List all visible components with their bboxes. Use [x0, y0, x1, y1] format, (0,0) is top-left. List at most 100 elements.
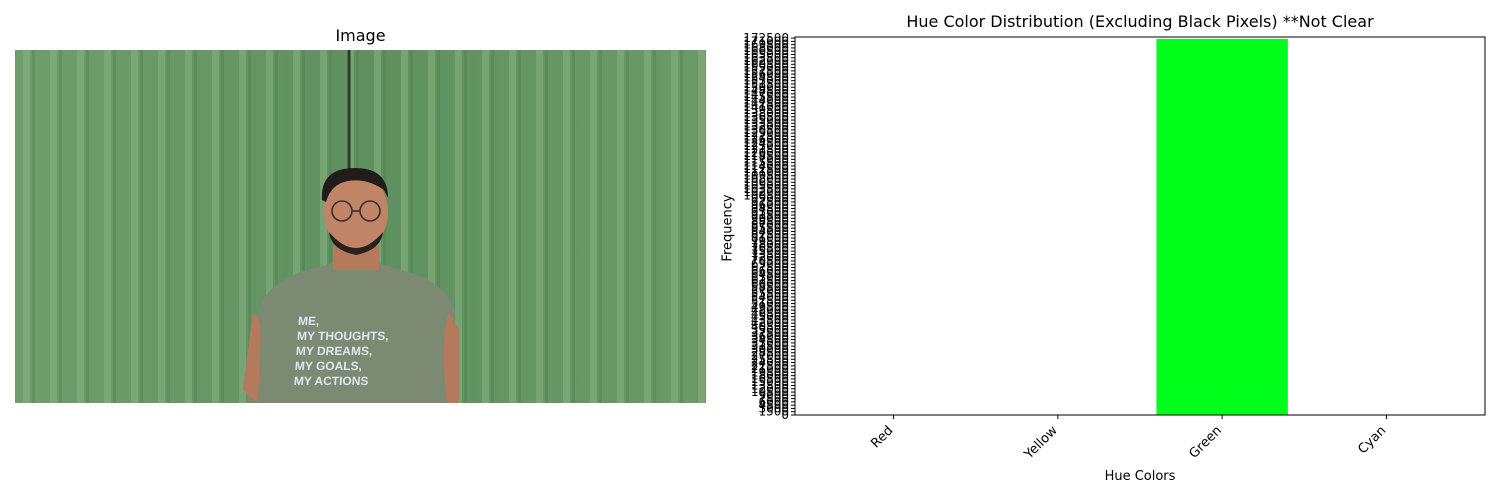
y-tick-label: 78000	[751, 238, 789, 252]
y-tick-label: 130500	[743, 123, 789, 137]
y-tick-label: 141000	[743, 100, 789, 114]
shirt-text-line: MY DREAMS,	[295, 344, 372, 358]
shirt-text-line: MY ACTIONS	[293, 374, 369, 388]
y-tick-label: 165000	[743, 47, 789, 61]
y-tick-label: 145500	[743, 90, 789, 104]
chart-title: Hue Color Distribution (Excluding Black …	[906, 12, 1374, 31]
y-tick-label: 57000	[751, 283, 789, 297]
y-tick-label: 24000	[751, 356, 789, 370]
y-tick-label: 43500	[751, 313, 789, 327]
y-tick-label: 81000	[751, 231, 789, 245]
y-tick-label: 49500	[751, 300, 789, 314]
y-tick-label: 102000	[743, 185, 789, 199]
y-tick-label: 150000	[743, 80, 789, 94]
y-tick-label: 55500	[751, 287, 789, 301]
y-tick-label: 97500	[751, 195, 789, 209]
y-tick-label: 60000	[751, 277, 789, 291]
y-tick-label: 88500	[751, 215, 789, 229]
y-tick-label: 6000	[758, 395, 789, 409]
y-tick-label: 42000	[751, 316, 789, 330]
y-tick-label: 127500	[743, 129, 789, 143]
y-tick-label: 72000	[751, 251, 789, 265]
y-tick-label: 87000	[751, 218, 789, 232]
photo-image: ME, MY THOUGHTS, MY DREAMS, MY GOALS, MY…	[15, 50, 706, 403]
y-tick-label: 136500	[743, 110, 789, 124]
y-tick-label: 19500	[751, 365, 789, 379]
y-tick-label: 118500	[743, 149, 789, 163]
y-tick-label: 163500	[743, 51, 789, 65]
y-tick-label: 51000	[751, 297, 789, 311]
y-tick-label: 124500	[743, 136, 789, 150]
y-tick-label: 111000	[743, 165, 789, 179]
y-tick-label: 70500	[751, 254, 789, 268]
y-tick-label: 108000	[743, 172, 789, 186]
x-tick-label: Red	[868, 423, 896, 451]
y-tick-label: 157500	[743, 64, 789, 78]
y-tick-label: 33000	[751, 336, 789, 350]
y-tick-label: 162000	[743, 54, 789, 68]
y-tick-label: 61500	[751, 274, 789, 288]
y-tick-label: 159000	[743, 61, 789, 75]
y-tick-label: 114000	[743, 159, 789, 173]
bar	[1156, 38, 1288, 415]
y-tick-label: 12000	[751, 382, 789, 396]
y-tick-label: 138000	[743, 106, 789, 120]
y-tick-label: 151500	[743, 77, 789, 91]
y-tick-label: 16500	[751, 372, 789, 386]
y-tick-label: 142500	[743, 97, 789, 111]
y-tick-label: 120000	[743, 146, 789, 160]
y-tick-label: 106500	[743, 175, 789, 189]
y-tick-label: 109500	[743, 169, 789, 183]
y-tick-label: 36000	[751, 329, 789, 343]
y-tick-label: 18000	[751, 369, 789, 383]
y-tick-label: 69000	[751, 257, 789, 271]
y-tick-label: 148500	[743, 84, 789, 98]
y-tick-label: 22500	[751, 359, 789, 373]
y-tick-label: 90000	[751, 211, 789, 225]
y-tick-label: 63000	[751, 270, 789, 284]
x-tick-label: Yellow	[1021, 423, 1061, 463]
y-tick-label: 30000	[751, 342, 789, 356]
y-tick-label: 153000	[743, 74, 789, 88]
y-tick-label: 52500	[751, 293, 789, 307]
y-tick-label: 67500	[751, 261, 789, 275]
y-tick-label: 7500	[758, 392, 789, 406]
y-tick-label: 28500	[751, 346, 789, 360]
y-tick-label: 84000	[751, 224, 789, 238]
shirt-text-line: MY THOUGHTS,	[297, 329, 390, 343]
y-tick-label: 147000	[743, 87, 789, 101]
y-tick-label: 40500	[751, 320, 789, 334]
y-tick-label: 4500	[758, 398, 789, 412]
y-tick-label: 58500	[751, 280, 789, 294]
y-tick-label: 93000	[751, 205, 789, 219]
y-tick-label: 10500	[751, 385, 789, 399]
y-tick-label: 144000	[743, 93, 789, 107]
y-tick-label: 171000	[743, 34, 789, 48]
y-tick-label: 31500	[751, 339, 789, 353]
y-tick-label: 139500	[743, 103, 789, 117]
y-tick-label: 0	[781, 408, 789, 422]
y-tick-label: 91500	[751, 208, 789, 222]
y-tick-label: 27000	[751, 349, 789, 363]
y-tick-label: 76500	[751, 241, 789, 255]
y-tick-label: 129000	[743, 126, 789, 140]
x-tick-label: Cyan	[1355, 423, 1389, 457]
shirt-text-line: MY GOALS,	[294, 359, 362, 373]
y-tick-label: 9000	[758, 388, 789, 402]
y-tick-label: 13500	[751, 379, 789, 393]
y-tick-label: 79500	[751, 234, 789, 248]
y-tick-label: 75000	[751, 244, 789, 258]
y-tick-label: 96000	[751, 198, 789, 212]
y-tick-label: 15000	[751, 375, 789, 389]
y-tick-label: 64500	[751, 267, 789, 281]
y-tick-label: 126000	[743, 133, 789, 147]
y-tick-label: 115500	[743, 156, 789, 170]
y-tick-label: 154500	[743, 70, 789, 84]
y-tick-label: 37500	[751, 326, 789, 340]
y-tick-label: 172500	[743, 31, 789, 45]
y-tick-label: 132000	[743, 120, 789, 134]
y-tick-label: 54000	[751, 290, 789, 304]
y-tick-label: 48000	[751, 303, 789, 317]
y-tick-label: 135000	[743, 113, 789, 127]
